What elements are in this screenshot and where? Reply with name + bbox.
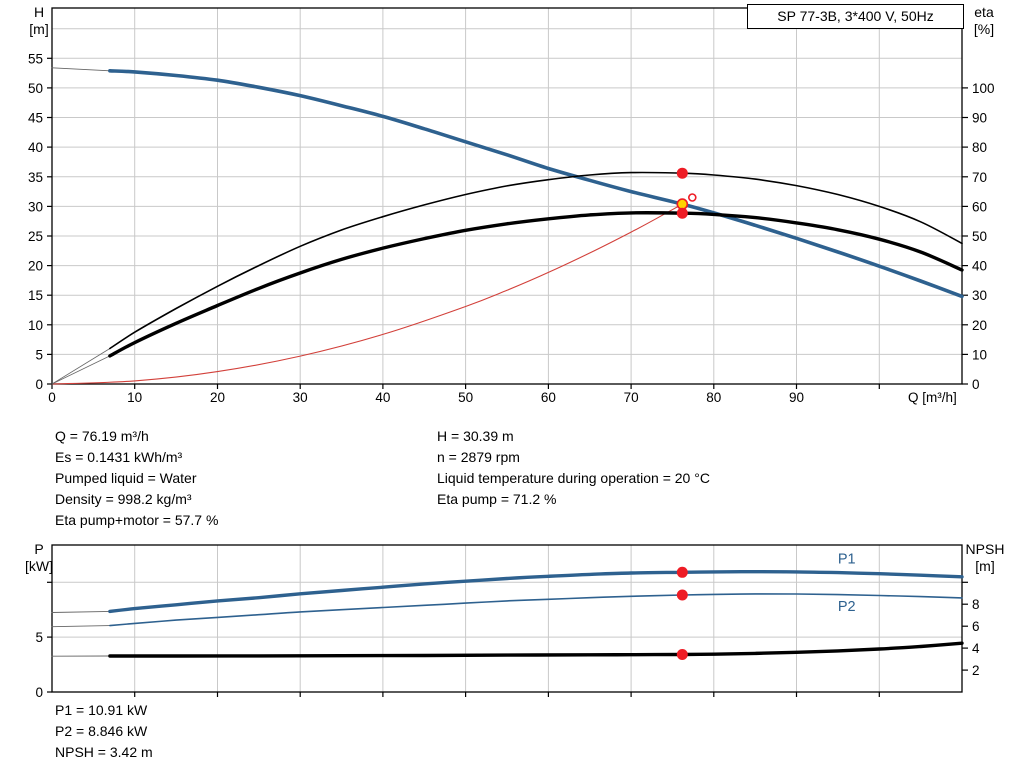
eta-pump-value: Eta pump = 71.2 % [437,491,557,507]
eta-pump-motor-curve [108,211,964,358]
head-curve-leadin [51,67,111,72]
p2-leadin [51,625,111,628]
left-tick-label: 5 [35,347,43,362]
plot-border [51,7,963,385]
left-tick-label: 10 [28,318,43,333]
eta-axis-title: eta [%] [962,4,1006,38]
npsh-curve [108,641,964,658]
npsh-op-point [676,649,688,660]
density-value: Density = 998.2 kg/m³ [55,491,192,507]
p2-result: P2 = 8.846 kW [55,723,148,739]
left-tick-label: 35 [28,170,43,185]
right-tick-label: 90 [972,111,987,126]
left-tick-label: 55 [28,51,43,66]
left-tick-label: 0 [35,377,43,392]
p1-curve [108,570,964,614]
eta-pump-curve [109,171,963,350]
specific-energy-value: Es = 0.1431 kWh/m³ [55,449,183,465]
duty-point [676,198,689,210]
p-axis-title-line2: [kW] [25,558,53,574]
duty-info-left-column: Q = 76.19 m³/h Es = 0.1431 kWh/m³ Pumped… [55,426,218,531]
left-tick-label: 15 [28,288,43,303]
left-tick-label: 30 [28,199,43,214]
right-tick-label: 80 [972,140,987,155]
pumped-liquid-value: Pumped liquid = Water [55,470,197,486]
right-tick-label: 0 [972,377,980,392]
right-tick-label: 20 [972,318,987,333]
speed-value: n = 2879 rpm [437,449,520,465]
left-tick-label: 45 [28,111,43,126]
x-tick-label: 0 [48,390,56,405]
left-tick-label: 50 [28,81,43,96]
right-tick-label: 60 [972,199,987,214]
x-tick-label: 40 [375,390,390,405]
x-tick-label: 80 [706,390,721,405]
head-intersection-ring [687,193,697,202]
results-block: P1 = 10.91 kW P2 = 8.846 kW NPSH = 3.42 … [55,700,153,763]
eta-axis-title-line1: eta [974,4,994,20]
x-tick-label: 10 [127,390,142,405]
left-tick-label: 20 [28,259,43,274]
npsh-axis-title: NPSH [m] [960,541,1010,575]
eta-axis-title-line2: [%] [973,21,995,37]
p2-op-point [676,589,688,601]
p-axis-title: P [kW] [18,541,60,575]
eta-pump-motor-op-point [676,207,688,219]
x-tick-label: 90 [789,390,804,405]
h-axis-title-line2: [m] [29,21,49,37]
eta-pump-motor-value: Eta pump+motor = 57.7 % [55,512,219,528]
temperature-value: Liquid temperature during operation = 20… [437,470,710,486]
npsh-axis-title-line1: NPSH [965,541,1005,557]
right-tick-label: 50 [972,229,987,244]
npsh-axis-title-line2: [m] [975,558,995,574]
npsh-result: NPSH = 3.42 m [55,744,153,760]
h-axis-title-line1: H [33,4,45,20]
eta-pump-leadin [51,348,111,385]
p2-curve [109,593,963,627]
x-tick-label: 20 [210,390,225,405]
left-tick-label: 5 [35,630,43,645]
x-axis-label: Q [m³/h] [908,390,957,405]
x-tick-label: 50 [458,390,473,405]
eta-pump-op-point [676,167,688,179]
left-tick-label: 40 [28,140,43,155]
right-tick-label: 30 [972,288,987,303]
x-tick-label: 30 [293,390,308,405]
right-tick-label: 100 [972,81,995,96]
p-axis-title-line1: P [34,541,44,557]
p1-leadin [51,610,111,613]
eta-pump-motor-leadin [51,355,111,385]
flow-value: Q = 76.19 m³/h [55,428,149,444]
power-npsh-chart: 0 5 2 4 6 8 P1 P2 [35,544,980,700]
right-tick-label: 4 [972,641,980,656]
right-tick-label: 70 [972,170,987,185]
right-tick-label: 6 [972,619,980,634]
left-tick-label: 0 [35,685,43,700]
p1-result: P1 = 10.91 kW [55,702,148,718]
system-curve [51,203,683,385]
pump-model-box: SP 77-3B, 3*400 V, 50Hz [747,4,964,29]
plot-border [51,544,963,693]
hq-eta-chart: 0 10 20 30 40 50 60 70 80 90 Q [m³/h] 0 5 10 15 20 25 30 3… [28,7,995,405]
head-curve [108,69,964,299]
p2-curve-label: P2 [838,599,856,615]
right-tick-label: 2 [972,663,980,678]
right-tick-label: 10 [972,347,987,362]
head-value: H = 30.39 m [437,428,514,444]
x-tick-label: 60 [541,390,556,405]
right-tick-label: 40 [972,259,987,274]
p1-curve-label: P1 [838,552,856,568]
left-tick-label: 25 [28,229,43,244]
h-axis-title: H [m] [22,4,56,38]
x-tick-label: 70 [624,390,639,405]
right-tick-label: 8 [972,597,980,612]
p1-op-point [676,566,688,578]
duty-info-right-column: H = 30.39 m n = 2879 rpm Liquid temperat… [437,426,710,510]
